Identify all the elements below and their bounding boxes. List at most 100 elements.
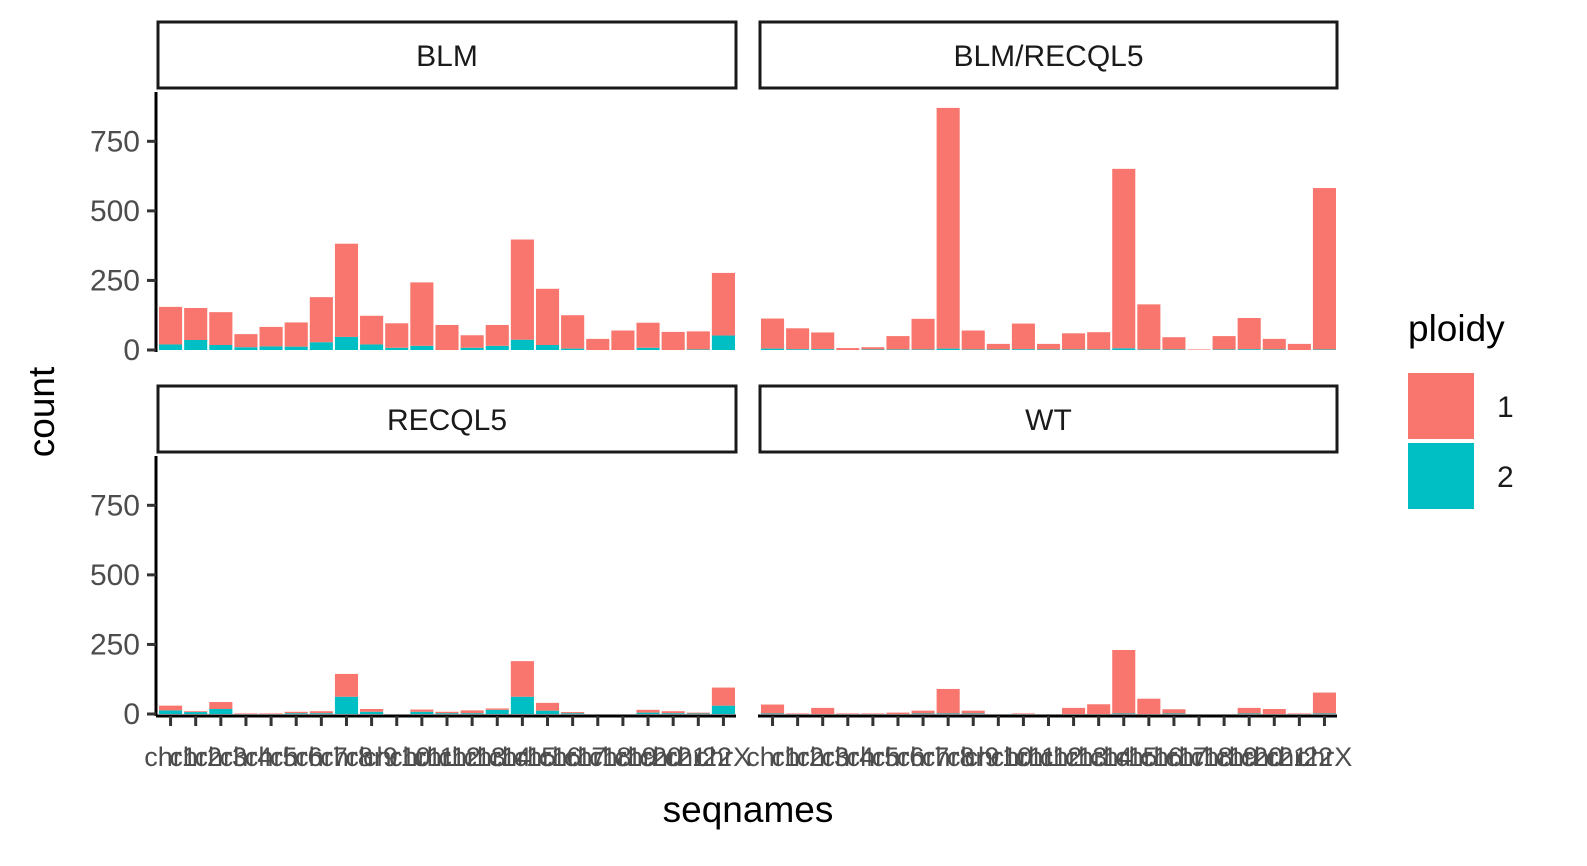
bar-chr9-ploidy-2 (961, 349, 985, 350)
facet-strip (156, 384, 738, 454)
bar-chr9-ploidy-2 (961, 713, 985, 714)
facet-strip (758, 20, 1339, 90)
bar-chr21-ploidy-2 (661, 713, 685, 714)
bar-chr22-ploidy-2 (686, 349, 710, 350)
x-tick-label: chr13 (1040, 742, 1108, 772)
y-tick-label: 250 (90, 264, 140, 297)
bar-chr14-ploidy-2 (485, 709, 509, 714)
bar-chrX-ploidy-1 (1312, 692, 1336, 714)
x-tick-label: chr5 (245, 742, 298, 772)
legend-key-2 (1408, 443, 1474, 509)
bar-chr20-ploidy-1 (636, 709, 660, 713)
bar-chr19-ploidy-1 (1212, 336, 1236, 350)
bar-chr17-ploidy-1 (1162, 337, 1186, 350)
bar-chr4-ploidy-1 (234, 713, 258, 714)
bar-chr4-ploidy-1 (234, 334, 258, 348)
bar-chr1-ploidy-2 (159, 344, 183, 350)
bar-chr20-ploidy-1 (1237, 707, 1261, 714)
bar-chr4-ploidy-1 (836, 348, 860, 350)
bar-chr16-ploidy-1 (1137, 698, 1161, 714)
y-tick-label: 750 (90, 125, 140, 158)
panel-wt: WTchr1chr2chr3chr4chr5chr6chr7chr8chr9ch… (746, 384, 1353, 772)
bar-chr10-ploidy-2 (385, 347, 409, 350)
bar-chr4-ploidy-2 (234, 347, 258, 350)
y-tick-label: 0 (123, 698, 140, 731)
panel-blm: BLM 0 250 500 750 (90, 20, 738, 367)
x-tick-label: chr2 (169, 742, 222, 772)
bar-chr11-ploidy-2 (410, 711, 434, 714)
bar-chr20-ploidy-2 (1237, 349, 1261, 350)
bar-chr6-ploidy-1 (886, 336, 910, 350)
bar-chr10-ploidy-2 (986, 349, 1010, 350)
bar-chr7-ploidy-1 (309, 711, 333, 714)
y-tick-label: 750 (90, 489, 140, 522)
bar-chr13-ploidy-2 (460, 713, 484, 714)
bar-chr13-ploidy-1 (460, 335, 484, 348)
bar-chr22-ploidy-2 (686, 713, 710, 714)
bar-chr16-ploidy-2 (535, 344, 560, 350)
y-tick-label: 500 (90, 195, 140, 228)
bar-chr8-ploidy-2 (334, 336, 359, 350)
legend-label-1: 1 (1497, 391, 1514, 424)
x-tick-label: chr2 (771, 742, 824, 772)
x-axis-title: seqnames (663, 789, 834, 830)
bar-chr2-ploidy-2 (184, 339, 208, 350)
x-tick-label: chr10 (363, 742, 431, 772)
x-tick-label: chr6 (872, 742, 925, 772)
bar-chr16-ploidy-2 (1137, 349, 1161, 350)
bar-chr21-ploidy-1 (1262, 708, 1286, 714)
bar-chrX-ploidy-2 (711, 705, 735, 714)
bar-chr1-ploidy-1 (761, 318, 785, 349)
bar-chr22-ploidy-1 (1287, 343, 1311, 350)
x-tick-label: chrX (696, 742, 752, 772)
bar-chr12-ploidy-1 (435, 324, 459, 350)
bar-chr17-ploidy-1 (1162, 709, 1186, 714)
x-tick-label: chr21 (1241, 742, 1309, 772)
bar-chr5-ploidy-1 (259, 326, 283, 347)
bar-chr12-ploidy-2 (435, 713, 459, 714)
x-tick-label: chrX (1297, 742, 1353, 772)
bar-chr2-ploidy-2 (786, 349, 810, 350)
bar-chr4-ploidy-1 (836, 713, 860, 714)
facet-panels: BLM 0 250 500 750 BLM/RECQL5 RECQL5 0 250 500 750 c… (90, 20, 1353, 772)
bar-chr12-ploidy-1 (435, 711, 459, 714)
bar-chr13-ploidy-1 (460, 710, 484, 714)
bar-chr5-ploidy-1 (259, 713, 283, 714)
bar-chr10-ploidy-1 (986, 343, 1010, 350)
bar-chr3-ploidy-2 (209, 344, 233, 350)
bar-chr15-ploidy-1 (1112, 650, 1136, 714)
x-tick-label: chr12 (413, 742, 481, 772)
bar-chr2-ploidy-1 (184, 307, 208, 340)
legend-title: ploidy (1408, 308, 1505, 349)
bar-chr5-ploidy-2 (861, 349, 885, 350)
facet-strip-label: BLM/RECQL5 (953, 40, 1143, 73)
x-tick-label: chr20 (1215, 742, 1283, 772)
bar-chr15-ploidy-2 (1112, 348, 1136, 350)
bar-chr1-ploidy-2 (159, 710, 183, 714)
bar-chr22-ploidy-1 (1287, 713, 1311, 714)
x-tick-label: chr20 (614, 742, 682, 772)
bar-chr7-ploidy-1 (911, 710, 935, 714)
x-tick-label: chr11 (389, 742, 455, 772)
bar-chr11-ploidy-1 (410, 282, 434, 346)
bar-chr17-ploidy-2 (1162, 713, 1186, 714)
bar-chr20-ploidy-1 (1237, 318, 1261, 350)
bar-chr1-ploidy-2 (761, 348, 785, 350)
bar-chr12-ploidy-1 (1036, 343, 1061, 350)
x-tick-label: chr4 (220, 742, 273, 772)
bar-chr11-ploidy-1 (1011, 323, 1035, 350)
bar-chr1-ploidy-1 (159, 306, 183, 345)
bar-chr3-ploidy-2 (209, 708, 233, 714)
bar-chr17-ploidy-2 (561, 713, 585, 714)
x-tick-label: chr10 (965, 742, 1033, 772)
x-tick-label: chr14 (1065, 742, 1133, 772)
x-tick-label: chr16 (514, 742, 582, 772)
legend-label-2: 2 (1497, 461, 1514, 494)
bar-chr16-ploidy-1 (535, 702, 560, 711)
x-tick-label: chr15 (489, 742, 557, 772)
bar-chr16-ploidy-1 (1137, 304, 1161, 350)
bar-chr13-ploidy-1 (1062, 333, 1086, 350)
bar-chr6-ploidy-1 (886, 712, 910, 714)
x-tick-label: chr7 (897, 742, 950, 772)
panel-blm-recql5: BLM/RECQL5 (758, 20, 1339, 350)
